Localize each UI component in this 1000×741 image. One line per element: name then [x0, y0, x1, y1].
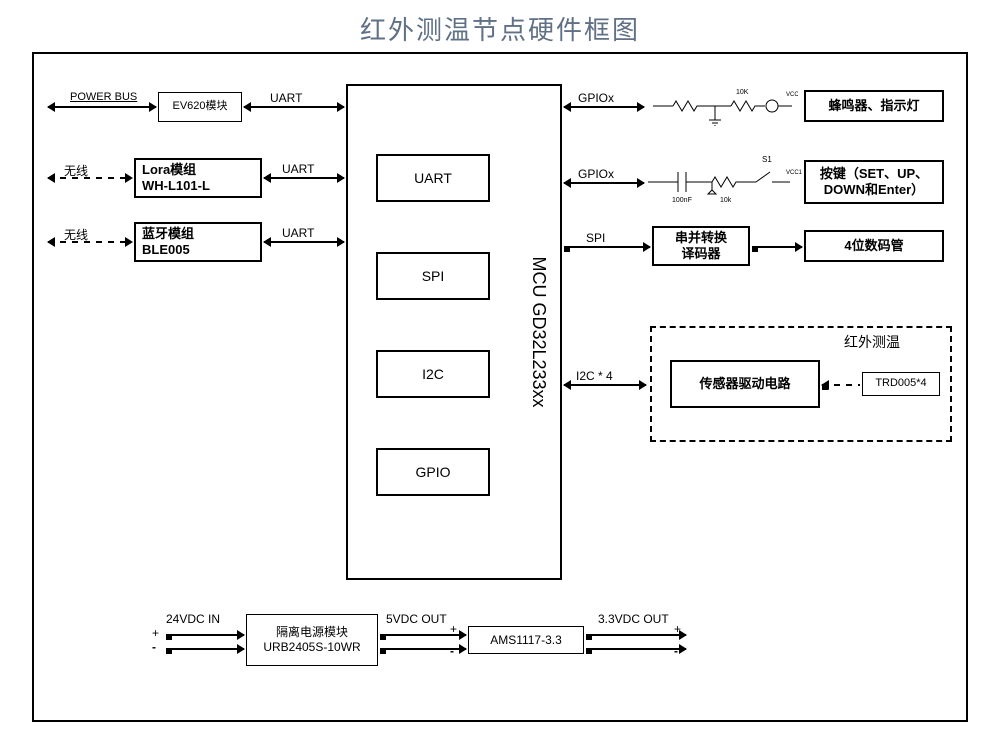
- v33-label: 3.3VDC OUT: [598, 612, 669, 626]
- mcu-inner-i2c: I2C: [376, 350, 490, 398]
- mcu-inner-label: GPIO: [415, 464, 450, 480]
- vin-label: 24VDC IN: [166, 612, 220, 626]
- mcu-inner-label: SPI: [422, 268, 445, 284]
- ev620-label: EV620模块: [172, 100, 227, 114]
- seg7-label: 4位数码管: [844, 238, 903, 254]
- ir-group-title: 红外测温: [844, 332, 900, 352]
- vin-minus: -: [152, 640, 156, 654]
- buzzer-led-block: 蜂鸣器、指示灯: [804, 90, 944, 122]
- svg-text:10k: 10k: [720, 197, 732, 204]
- button-circuit-icon: 100nF 10k S1 VCC1: [642, 152, 802, 208]
- ble-block: 蓝牙模组 BLE005: [134, 222, 262, 262]
- vin-plus-arrow: [166, 634, 244, 636]
- svg-text:VCC1: VCC1: [786, 92, 798, 98]
- i2c-arrow: [564, 384, 646, 386]
- v33-minus: -: [674, 644, 678, 658]
- trd-arrow: [822, 384, 860, 386]
- vin-minus-arrow: [166, 648, 244, 650]
- v5-minus-arrow: [380, 648, 466, 650]
- gpiox-buzzer-arrow: [564, 106, 644, 108]
- trd-block: TRD005*4: [862, 372, 940, 396]
- gpiox-buzzer-label: GPIOx: [578, 91, 614, 105]
- ldo-block: AMS1117-3.3: [468, 626, 584, 654]
- mcu-name-label: MCU GD32L233xx: [528, 256, 551, 407]
- seg7-block: 4位数码管: [804, 230, 944, 262]
- buttons-block: 按键（SET、UP、 DOWN和Enter）: [804, 160, 944, 204]
- buzzer-circuit-icon: 10K VCC1: [648, 84, 798, 126]
- ev620-block: EV620模块: [158, 92, 242, 122]
- ev620-uart-label: UART: [270, 91, 302, 105]
- mcu-inner-label: I2C: [422, 366, 444, 382]
- trd-label: TRD005*4: [875, 377, 926, 391]
- v5-minus: -: [450, 644, 454, 658]
- mcu-inner-spi: SPI: [376, 252, 490, 300]
- ble-uart-arrow: [264, 241, 344, 243]
- vin-plus: +: [152, 626, 159, 640]
- lora-uart-arrow: [264, 177, 344, 179]
- v5-label: 5VDC OUT: [386, 612, 447, 626]
- powerbus-arrow: [48, 106, 156, 108]
- sensor-drv-label: 传感器驱动电路: [699, 376, 790, 392]
- svg-text:S1: S1: [762, 155, 772, 164]
- ble-wireless-arrow: [48, 241, 132, 243]
- v33-plus-arrow: [586, 634, 686, 636]
- v5-plus-arrow: [380, 634, 466, 636]
- mcu-inner-label: UART: [414, 170, 452, 186]
- ble-wireless-label: 无线: [64, 226, 88, 243]
- buttons-label: 按键（SET、UP、 DOWN和Enter）: [820, 166, 928, 199]
- lora-uart-label: UART: [282, 162, 314, 176]
- page-title: 红外测温节点硬件框图: [0, 10, 1000, 47]
- i2c-label: I2C * 4: [576, 369, 613, 383]
- spi-arrow: [564, 246, 650, 248]
- svg-text:100nF: 100nF: [672, 197, 692, 204]
- svg-text:VCC1: VCC1: [786, 170, 802, 176]
- buzzer-led-label: 蜂鸣器、指示灯: [828, 98, 919, 114]
- gpiox-buttons-label: GPIOx: [578, 167, 614, 181]
- svg-text:10K: 10K: [736, 89, 749, 96]
- diagram-frame: MCU GD32L233xx UART SPI I2C GPIO EV620模块…: [32, 52, 968, 722]
- ldo-label: AMS1117-3.3: [490, 633, 562, 648]
- lora-wireless-label: 无线: [64, 162, 88, 179]
- shift-reg-block: 串并转换 译码器: [652, 226, 750, 266]
- lora-label: Lora模组 WH-L101-L: [142, 162, 210, 195]
- ev620-uart-arrow: [244, 106, 344, 108]
- shift-to-seg-arrow: [752, 246, 802, 248]
- lora-block: Lora模组 WH-L101-L: [134, 158, 262, 198]
- lora-wireless-arrow: [48, 177, 132, 179]
- ble-label: 蓝牙模组 BLE005: [142, 226, 194, 259]
- iso-psu-block: 隔离电源模块 URB2405S-10WR: [246, 614, 378, 666]
- shift-reg-label: 串并转换 译码器: [675, 230, 727, 263]
- spi-label: SPI: [586, 231, 605, 245]
- mcu-inner-uart: UART: [376, 154, 490, 202]
- gpiox-buttons-arrow: [564, 182, 644, 184]
- powerbus-label: POWER BUS: [70, 91, 137, 103]
- v33-minus-arrow: [586, 648, 686, 650]
- iso-psu-label: 隔离电源模块 URB2405S-10WR: [263, 625, 360, 655]
- sensor-drv-block: 传感器驱动电路: [670, 360, 820, 408]
- mcu-inner-gpio: GPIO: [376, 448, 490, 496]
- ble-uart-label: UART: [282, 226, 314, 240]
